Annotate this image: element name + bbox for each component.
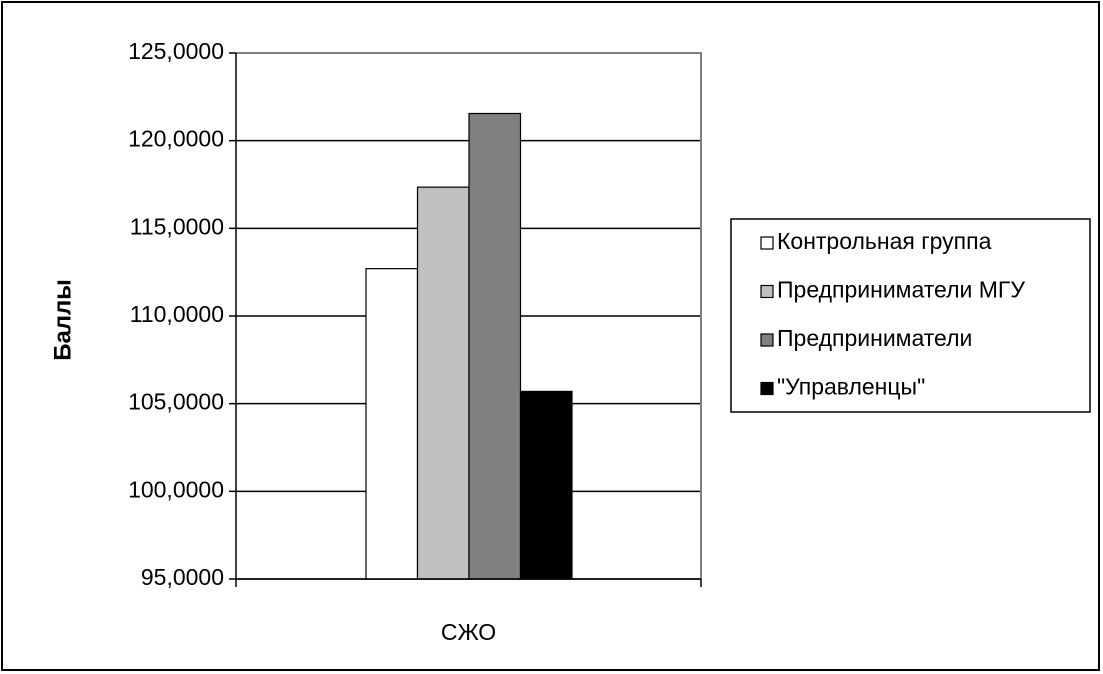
legend-swatch <box>760 381 774 396</box>
legend-swatch <box>760 236 774 250</box>
bar-3 <box>468 112 522 580</box>
legend-entry-label: Контрольная группа <box>777 228 992 254</box>
legend-swatch <box>760 333 774 347</box>
legend-box <box>730 218 1091 413</box>
y-tick-label: 125,0000 <box>128 38 224 64</box>
legend-swatch <box>760 284 774 299</box>
bar-1 <box>365 268 419 580</box>
plot-area-border <box>236 52 702 579</box>
y-tick-label: 115,0000 <box>130 213 224 239</box>
y-tick-label: 110,0000 <box>130 301 224 327</box>
legend: Контрольная группа Предприниматели МГУ Пре… <box>730 218 1091 413</box>
y-tick-label: 120,0000 <box>128 126 224 152</box>
y-tick-label: 100,0000 <box>128 476 224 502</box>
y-axis-label: Баллы <box>49 279 76 361</box>
legend-entry-label: Предприниматели <box>777 325 972 351</box>
y-tick-label: 105,0000 <box>128 389 224 415</box>
x-tick-labels: СЖО <box>441 619 496 645</box>
plot-area-outline <box>236 52 702 579</box>
bar-4 <box>519 390 573 580</box>
axes <box>229 52 702 587</box>
bars <box>365 112 573 580</box>
x-tick-label: СЖО <box>441 619 496 645</box>
bar-2 <box>416 186 470 580</box>
legend-entry-label: "Управленцы" <box>777 374 925 400</box>
y-tick-labels: 95,0000 100,0000 105,0000 110,0000 115,0000 1… <box>128 38 224 590</box>
y-tick-label: 95,0000 <box>141 564 224 590</box>
legend-entry-label: Предприниматели МГУ <box>777 277 1025 303</box>
